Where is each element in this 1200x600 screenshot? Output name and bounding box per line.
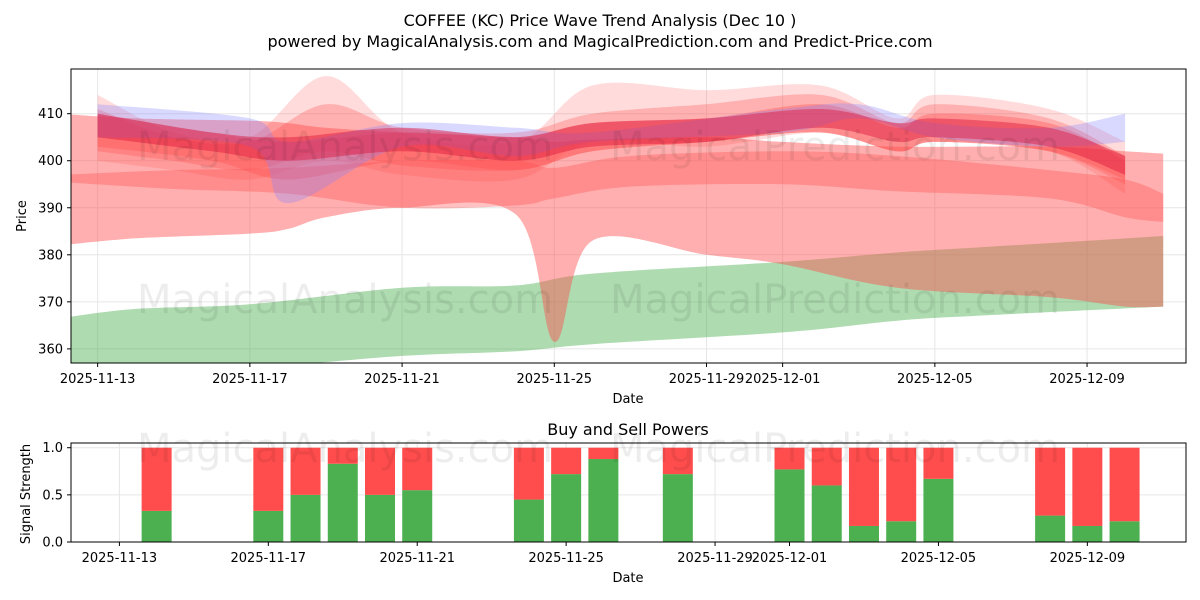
power-x-axis: 2025-11-13 2025-11-17 2025-11-21 2025-11-25… bbox=[82, 542, 1126, 566]
buy-bar bbox=[513, 499, 544, 542]
power-x-tick-label: 2025-12-09 bbox=[1050, 551, 1126, 566]
buy-bar bbox=[551, 474, 582, 542]
price-grid bbox=[71, 69, 1186, 363]
power-y-axis: 0.0 0.5 1.0 bbox=[42, 441, 71, 551]
price-y-label: Price bbox=[15, 200, 30, 232]
price-y-tick-label: 390 bbox=[38, 201, 63, 216]
price-x-tick-label: 2025-12-01 bbox=[745, 372, 821, 387]
price-x-tick-label: 2025-11-25 bbox=[517, 372, 593, 387]
power-plot: Buy and Sell Powers MagicalAnalysis.com M… bbox=[19, 420, 1187, 586]
price-x-tick-label: 2025-12-09 bbox=[1049, 372, 1125, 387]
sell-bar bbox=[588, 447, 619, 460]
buy-bar bbox=[253, 510, 284, 542]
price-y-tick-label: 360 bbox=[38, 342, 63, 357]
price-watermarks: MagicalAnalysis.com MagicalPrediction.com… bbox=[137, 124, 1060, 323]
price-x-tick-label: 2025-11-21 bbox=[364, 372, 440, 387]
sell-bar bbox=[141, 447, 172, 511]
buy-bar bbox=[327, 463, 358, 542]
price-y-tick-label: 410 bbox=[38, 107, 63, 122]
price-band-green-band bbox=[71, 236, 1164, 363]
buy-bar bbox=[1072, 525, 1103, 542]
sell-bar bbox=[662, 447, 693, 475]
price-watermark: MagicalPrediction.com bbox=[610, 277, 1060, 323]
power-x-tick-label: 2025-11-13 bbox=[82, 551, 158, 566]
power-plot-frame bbox=[70, 442, 1187, 543]
power-watermarks: MagicalAnalysis.com MagicalPrediction.com bbox=[137, 426, 1060, 472]
price-y-tick-label: 400 bbox=[38, 154, 63, 169]
power-x-tick-label: 2025-12-01 bbox=[752, 551, 828, 566]
price-watermark: MagicalPrediction.com bbox=[610, 124, 1060, 170]
price-y-tick-label: 380 bbox=[38, 248, 63, 263]
price-x-axis: 2025-11-13 2025-11-17 2025-11-21 2025-11-25… bbox=[60, 363, 1125, 387]
price-plot-frame bbox=[70, 68, 1187, 364]
buy-bar bbox=[848, 525, 879, 542]
buy-bar bbox=[886, 521, 917, 542]
price-bands bbox=[71, 76, 1164, 363]
power-bars bbox=[141, 447, 1140, 542]
sell-bar bbox=[290, 447, 321, 495]
price-y-tick-label: 370 bbox=[38, 295, 63, 310]
buy-bar bbox=[774, 469, 805, 542]
buy-bar bbox=[923, 478, 954, 542]
sell-bar bbox=[364, 447, 395, 495]
sell-bar bbox=[327, 447, 358, 464]
price-watermark: MagicalAnalysis.com bbox=[137, 124, 553, 170]
buy-bar bbox=[1035, 515, 1066, 542]
sell-bar bbox=[513, 447, 544, 500]
sell-bar bbox=[1109, 447, 1140, 522]
price-y-axis: 360 370 380 390 400 410 bbox=[38, 107, 71, 357]
buy-bar bbox=[290, 494, 321, 542]
sell-bar bbox=[811, 447, 842, 486]
sell-bar bbox=[848, 447, 879, 526]
buy-bar bbox=[402, 490, 433, 542]
power-x-label: Date bbox=[612, 571, 643, 586]
buy-bar bbox=[811, 485, 842, 542]
sell-bar bbox=[1072, 447, 1103, 526]
buy-bar bbox=[141, 510, 172, 542]
price-x-tick-label: 2025-11-29 bbox=[669, 372, 745, 387]
buy-bar bbox=[1109, 521, 1140, 542]
sell-bar bbox=[1035, 447, 1066, 516]
price-x-tick-label: 2025-12-05 bbox=[897, 372, 973, 387]
sell-bar bbox=[774, 447, 805, 470]
buy-bar bbox=[364, 494, 395, 542]
sell-bar bbox=[923, 447, 954, 479]
power-plot-title: Buy and Sell Powers bbox=[547, 420, 709, 439]
price-plot: MagicalAnalysis.com MagicalPrediction.com… bbox=[15, 68, 1187, 407]
sell-bar bbox=[886, 447, 917, 522]
power-y-tick-label: 0.5 bbox=[42, 488, 63, 503]
price-band-red-wave-3 bbox=[97, 104, 1126, 180]
power-y-tick-label: 1.0 bbox=[42, 441, 63, 456]
power-x-tick-label: 2025-12-05 bbox=[901, 551, 977, 566]
price-band-crimson-core bbox=[97, 108, 1126, 175]
chart-subtitle: powered by MagicalAnalysis.com and Magic… bbox=[267, 32, 932, 51]
chart-title: COFFEE (KC) Price Wave Trend Analysis (D… bbox=[404, 11, 797, 30]
power-x-tick-label: 2025-11-29 bbox=[677, 551, 753, 566]
price-x-tick-label: 2025-11-13 bbox=[60, 372, 136, 387]
sell-bar bbox=[402, 447, 433, 491]
price-watermark: MagicalAnalysis.com bbox=[137, 277, 553, 323]
power-y-label: Signal Strength bbox=[19, 444, 34, 544]
price-x-label: Date bbox=[612, 392, 643, 407]
buy-bar bbox=[662, 474, 693, 542]
price-band-red-wide-band bbox=[71, 114, 1164, 342]
price-band-red-narrow-band-1 bbox=[71, 151, 1164, 222]
power-watermark: MagicalPrediction.com bbox=[610, 426, 1060, 472]
power-x-tick-label: 2025-11-17 bbox=[231, 551, 307, 566]
price-x-tick-label: 2025-11-17 bbox=[212, 372, 288, 387]
power-watermark: MagicalAnalysis.com bbox=[137, 426, 553, 472]
price-band-red-wave-2 bbox=[97, 94, 1126, 185]
price-band-red-wave-1 bbox=[97, 76, 1126, 194]
price-band-blue-wave bbox=[97, 103, 1126, 204]
power-x-tick-label: 2025-11-21 bbox=[379, 551, 455, 566]
sell-bar bbox=[551, 447, 582, 475]
buy-bar bbox=[588, 459, 619, 542]
sell-bar bbox=[253, 447, 284, 511]
power-y-tick-label: 0.0 bbox=[42, 536, 63, 551]
power-x-tick-label: 2025-11-25 bbox=[528, 551, 604, 566]
